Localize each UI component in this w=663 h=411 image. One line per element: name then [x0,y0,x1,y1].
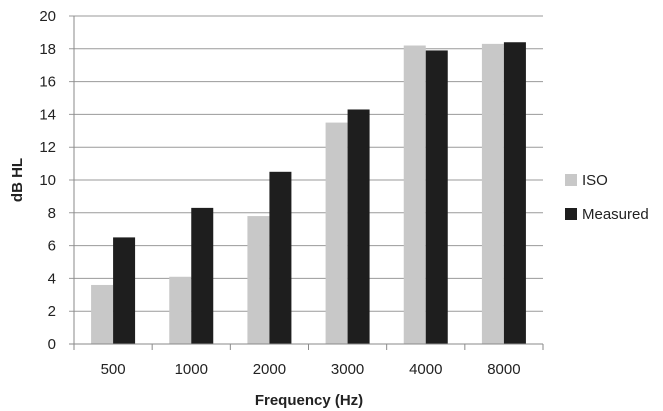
y-tick-label: 16 [39,74,56,91]
y-tick-label: 2 [48,303,56,320]
y-tick-label: 4 [48,270,56,287]
y-tick-label: 12 [39,139,56,156]
bar-iso-500 [91,284,114,344]
bar-iso-4000 [403,45,426,345]
x-tick-label: 500 [101,361,126,378]
legend-label-iso: ISO [582,172,608,189]
y-tick-label: 6 [48,238,56,255]
bar-iso-8000 [481,43,504,344]
y-tick-label: 14 [39,106,56,123]
x-axis-title: Frequency (Hz) [255,392,363,409]
legend: ISO Measured [565,172,649,223]
legend-label-measured: Measured [582,206,649,223]
x-tick-label: 4000 [409,361,442,378]
y-tick-label: 8 [48,205,56,222]
x-tick-label: 8000 [487,361,520,378]
bar-measured-4000 [425,50,448,344]
legend-swatch-iso [565,174,577,186]
bar-iso-1000 [169,276,192,344]
y-tick-label: 18 [39,41,56,58]
bar-measured-500 [113,237,136,344]
y-axis-title: dB HL [9,158,26,202]
x-tick-labels: 500 1000 2000 3000 4000 8000 [101,361,521,378]
bar-measured-1000 [191,207,214,344]
bar-measured-8000 [503,42,526,345]
x-tick-label: 3000 [331,361,364,378]
x-tick-label: 2000 [253,361,286,378]
y-tick-label: 20 [39,8,56,25]
bar-measured-2000 [269,171,292,344]
y-tick-label: 0 [48,336,56,353]
axes [73,16,543,345]
gridlines [69,15,544,350]
bars [91,42,526,345]
bar-iso-3000 [325,122,348,344]
legend-swatch-measured [565,208,577,220]
y-tick-label: 10 [39,172,56,189]
y-tick-labels: 0 2 4 6 8 10 12 14 16 18 20 [39,8,56,353]
bar-iso-2000 [247,216,270,344]
x-tick-label: 1000 [175,361,208,378]
bar-measured-3000 [347,109,370,344]
